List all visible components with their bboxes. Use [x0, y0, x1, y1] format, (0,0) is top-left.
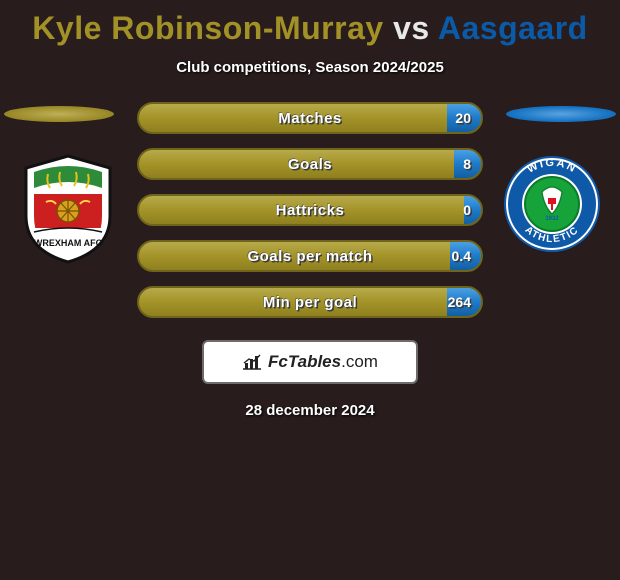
stat-value-right: 0	[463, 202, 471, 218]
wrexham-crest-icon: WREXHAM AFC	[18, 154, 118, 264]
date: 28 december 2024	[0, 402, 620, 419]
platform-right	[506, 106, 616, 122]
chart-icon	[242, 354, 262, 370]
stat-label: Goals per match	[247, 248, 372, 265]
stat-value-right: 0.4	[452, 248, 471, 264]
svg-text:1932: 1932	[545, 216, 559, 222]
stat-value-right: 264	[448, 294, 471, 310]
stat-label: Hattricks	[276, 202, 345, 219]
stat-value-right: 20	[455, 110, 471, 126]
brand-box: FcTables.com	[202, 340, 418, 384]
comparison-title: Kyle Robinson-Murray vs Aasgaard	[0, 0, 620, 47]
stat-value-right: 8	[463, 156, 471, 172]
platform-left	[4, 106, 114, 122]
crest-left: WREXHAM AFC	[18, 154, 118, 264]
brand-suffix: .com	[341, 352, 378, 371]
crest-right: 1932 WIGAN ATHLETIC	[502, 154, 602, 264]
player-right-name: Aasgaard	[438, 10, 588, 46]
subtitle: Club competitions, Season 2024/2025	[0, 59, 620, 76]
brand-name: FcTables	[268, 352, 341, 371]
stat-bars: Matches 20 Goals 8 Hattricks 0 Goals per…	[137, 102, 483, 318]
comparison-arena: WREXHAM AFC 1932 WIGAN ATHLETIC M	[0, 102, 620, 318]
stat-bar-hattricks: Hattricks 0	[137, 194, 483, 226]
vs-separator: vs	[384, 10, 438, 46]
brand-text: FcTables.com	[268, 352, 378, 372]
stat-bar-min-per-goal: Min per goal 264	[137, 286, 483, 318]
stat-bar-goals: Goals 8	[137, 148, 483, 180]
svg-text:WREXHAM AFC: WREXHAM AFC	[34, 238, 103, 248]
stat-bar-goals-per-match: Goals per match 0.4	[137, 240, 483, 272]
stat-label: Matches	[278, 110, 342, 127]
stat-label: Min per goal	[263, 294, 357, 311]
player-left-name: Kyle Robinson-Murray	[32, 10, 383, 46]
stat-bar-matches: Matches 20	[137, 102, 483, 134]
stat-label: Goals	[288, 156, 332, 173]
wigan-crest-icon: 1932 WIGAN ATHLETIC	[502, 154, 602, 254]
